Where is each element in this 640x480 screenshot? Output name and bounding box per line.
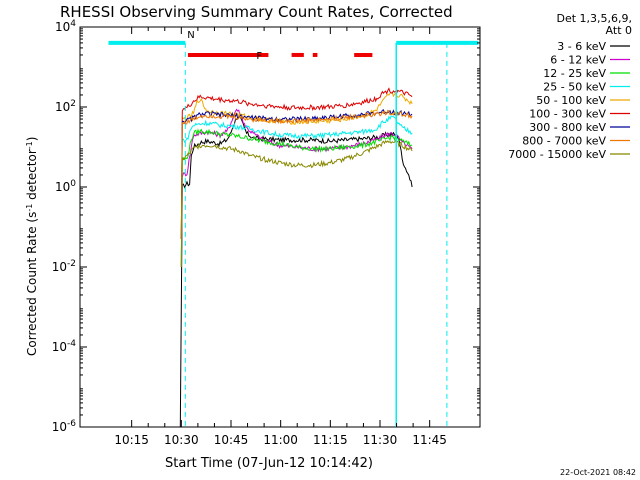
- legend-label-3: 25 - 50 keV: [543, 81, 606, 94]
- series-line-3: [180, 115, 413, 256]
- series-layer: [179, 87, 413, 428]
- legend-header-1: Att 0: [606, 24, 632, 37]
- flag-label-N: N: [187, 30, 194, 41]
- chart-title: RHESSI Observing Summary Count Rates, Co…: [60, 3, 453, 21]
- y-tick-label-4: 10-4: [52, 339, 77, 354]
- flag-label-F: F: [256, 51, 262, 62]
- legend-label-6: 300 - 800 keV: [529, 121, 606, 134]
- legend-label-0: 3 - 6 keV: [557, 40, 606, 53]
- series-line-5: [180, 87, 413, 240]
- y-axis-label: Corrected Count Rate (s-1 detector-1): [25, 137, 40, 356]
- flag-layer: NF: [108, 30, 479, 427]
- legend-label-1: 6 - 12 keV: [550, 54, 606, 67]
- plot-frame: [79, 26, 481, 428]
- y-tick-label-5: 10-6: [52, 419, 77, 434]
- footer-date: 22-Oct-2021 08:42: [560, 468, 636, 477]
- x-tick-label-5: 11:30: [363, 433, 398, 447]
- y-tick-label-0: 104: [55, 19, 76, 34]
- legend-label-2: 12 - 25 keV: [543, 67, 606, 80]
- x-axis-label: Start Time (07-Jun-12 10:14:42): [165, 456, 373, 471]
- series-line-7: [180, 109, 413, 240]
- x-tick-label-3: 11:00: [263, 433, 298, 447]
- axis-ticks: 10:15 10:30 10:45 11:00 11:15 11:30 11:45 104 10…: [52, 19, 480, 447]
- y-tick-label-3: 10-2: [52, 259, 76, 274]
- y-tick-label-2: 100: [55, 179, 76, 194]
- legend-label-8: 7000 - 15000 keV: [508, 148, 606, 161]
- legend-label-4: 50 - 100 keV: [536, 94, 606, 107]
- x-tick-label-0: 10:15: [114, 433, 149, 447]
- legend-header-0: Det 1,3,5,6,9,: [556, 12, 632, 25]
- series-line-8: [180, 139, 413, 268]
- series-line-2: [180, 128, 413, 268]
- series-line-1: [180, 108, 413, 268]
- legend-label-7: 800 - 7000 keV: [522, 135, 606, 148]
- x-tick-label-6: 11:45: [412, 433, 447, 447]
- x-tick-label-2: 10:45: [214, 433, 249, 447]
- y-tick-label-1: 102: [55, 99, 76, 114]
- series-line-0: [179, 116, 413, 428]
- legend-label-5: 100 - 300 keV: [529, 108, 606, 121]
- x-tick-label-4: 11:15: [313, 433, 348, 447]
- x-tick-label-1: 10:30: [164, 433, 199, 447]
